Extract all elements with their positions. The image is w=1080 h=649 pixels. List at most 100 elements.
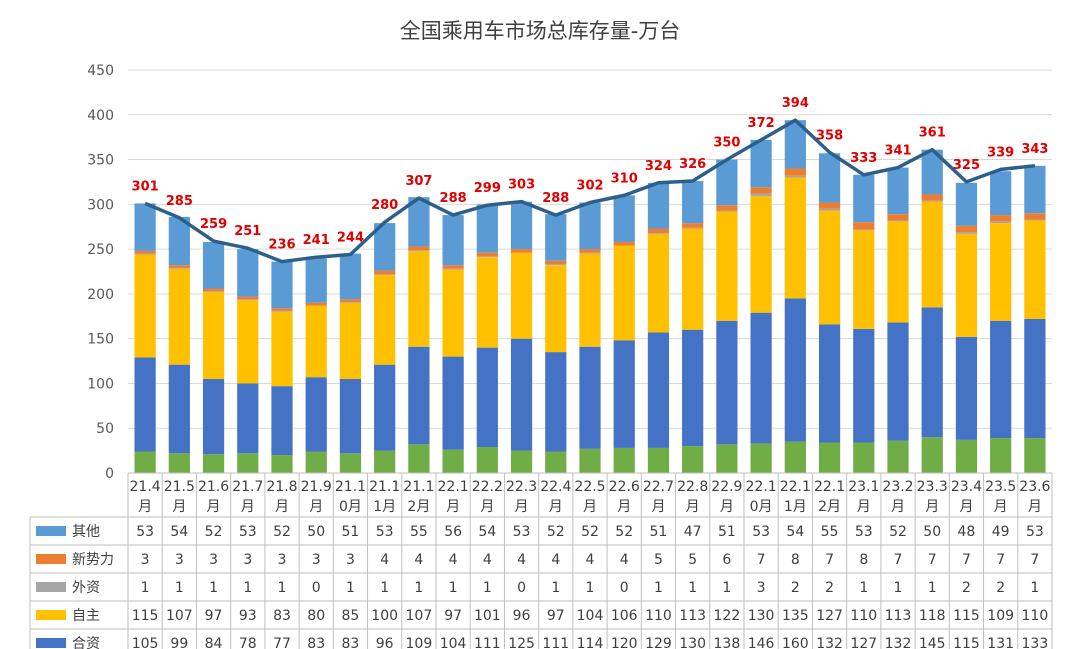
table-cell: 104 (577, 608, 604, 624)
table-cell: 4 (551, 552, 560, 568)
table-cell: 1 (722, 580, 731, 596)
total-data-label: 251 (234, 224, 261, 239)
table-cell: 100 (371, 608, 398, 624)
table-cell: 5 (688, 552, 697, 568)
bar-segment-新势力 (682, 223, 704, 228)
bar-segment-其他 (510, 201, 533, 250)
bar-segment-自主 (818, 210, 841, 325)
bar-segment-其他 (134, 203, 156, 251)
bar-segment-新势力 (647, 228, 670, 233)
bar-segment-合资 (476, 347, 498, 448)
bar-segment-自主 (682, 228, 704, 330)
table-cell: 111 (474, 636, 501, 649)
table-cell: 93 (239, 608, 257, 624)
table-cell: 4 (449, 552, 458, 568)
bar-segment-外资 (716, 210, 738, 212)
x-tick-label: 月 (925, 499, 939, 515)
x-tick-label: 月 (241, 499, 255, 515)
x-tick-label: 月 (1028, 499, 1042, 515)
legend-label: 外资 (72, 580, 100, 596)
bar-segment-合资 (408, 346, 430, 445)
bar-segment-base (818, 442, 841, 473)
x-tick-label: 22.4 (540, 479, 571, 495)
table-cell: 4 (414, 552, 423, 568)
total-data-label: 361 (919, 126, 946, 141)
bar-segment-新势力 (1024, 213, 1046, 220)
table-cell: 4 (517, 552, 526, 568)
table-cell: 54 (478, 524, 496, 540)
table-cell: 111 (542, 636, 569, 649)
bar-segment-新势力 (887, 214, 909, 221)
table-cell: 3 (757, 580, 766, 596)
table-cell: 55 (821, 524, 839, 540)
table-cell: 132 (885, 636, 912, 649)
table-cell: 3 (175, 552, 184, 568)
table-cell: 56 (444, 524, 462, 540)
table-cell: 2 (791, 580, 800, 596)
bar-segment-新势力 (510, 249, 533, 253)
table-cell: 7 (962, 552, 971, 568)
table-cell: 51 (342, 524, 360, 540)
table-cell: 1 (688, 580, 697, 596)
bar-segment-自主 (921, 201, 943, 308)
table-cell: 54 (786, 524, 804, 540)
bar-segment-base (1024, 438, 1046, 473)
bar-segment-base (305, 451, 327, 473)
bar-segment-外资 (784, 175, 806, 178)
bar-segment-其他 (784, 120, 806, 169)
bar-segment-合资 (237, 383, 259, 454)
x-tick-label: 月 (891, 499, 905, 515)
bar-segment-外资 (887, 220, 909, 222)
legend-swatch-外资 (36, 582, 66, 592)
bar-segment-自主 (374, 275, 396, 365)
bar-segment-合资 (990, 320, 1012, 439)
table-cell: 1 (586, 580, 595, 596)
total-data-label: 280 (371, 198, 398, 213)
bar-segment-新势力 (784, 168, 806, 176)
table-cell: 1 (928, 580, 937, 596)
table-cell: 52 (547, 524, 565, 540)
bar-segment-其他 (853, 174, 875, 223)
bar-segment-自主 (408, 250, 430, 347)
bar-segment-base (887, 440, 909, 473)
bar-segment-base (921, 437, 943, 473)
x-tick-label: 23.1 (848, 479, 879, 495)
bar-segment-自主 (1024, 220, 1046, 319)
bar-segment-外资 (647, 232, 670, 234)
table-cell: 114 (577, 636, 604, 649)
table-cell: 49 (992, 524, 1010, 540)
table-cell: 120 (611, 636, 638, 649)
bar-segment-合资 (887, 322, 909, 441)
bar-segment-其他 (374, 223, 396, 271)
bar-segment-新势力 (305, 302, 327, 306)
table-cell: 4 (586, 552, 595, 568)
table-cell: 1 (278, 580, 287, 596)
bar-segment-外资 (374, 274, 396, 276)
table-cell: 7 (928, 552, 937, 568)
total-data-label: 241 (303, 233, 330, 248)
bar-segment-外资 (168, 267, 190, 269)
table-cell: 7 (894, 552, 903, 568)
bar-segment-合资 (545, 352, 567, 452)
table-cell: 109 (406, 636, 433, 649)
bar-segment-其他 (1024, 165, 1046, 214)
bar-segment-新势力 (339, 299, 362, 302)
table-cell: 78 (239, 636, 257, 649)
bar-segment-自主 (271, 311, 293, 387)
x-tick-label: 21.5 (164, 479, 195, 495)
x-tick-label: 23.6 (1019, 479, 1050, 495)
bar-segment-base (613, 447, 635, 473)
total-data-label: 333 (850, 151, 877, 166)
table-cell: 54 (170, 524, 188, 540)
y-tick-label: 350 (87, 153, 114, 169)
legend-swatch-合资 (36, 638, 66, 648)
x-tick-label: 月 (309, 499, 323, 515)
table-cell: 52 (205, 524, 223, 540)
bar-segment-外资 (990, 221, 1012, 224)
y-tick-label: 250 (87, 242, 114, 258)
bar-segment-外资 (818, 208, 841, 211)
table-cell: 132 (816, 636, 843, 649)
total-line: 301 285 259 251 236 241 244 280 307 288 299 303 288 3… (132, 96, 1048, 264)
bar-segment-自主 (305, 305, 327, 378)
bar-segment-自主 (442, 269, 464, 357)
